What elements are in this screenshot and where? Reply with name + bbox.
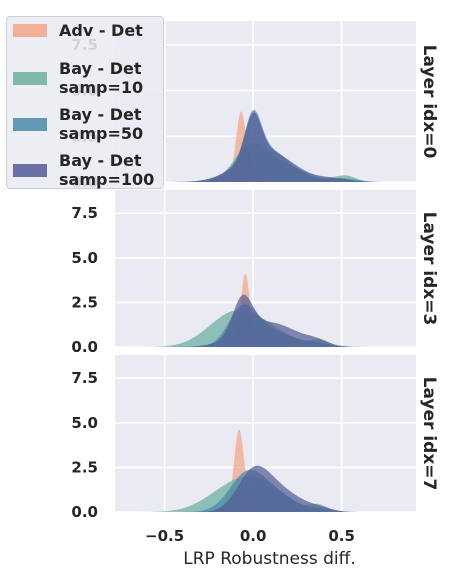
density-area-bay-det-samp-100 [115, 294, 416, 347]
x-tick-label: −0.5 [145, 527, 184, 545]
legend-label: Bay - Det samp=100 [59, 151, 155, 189]
panel-1: 0.0 2.5 5.0 7.5 Layer idx=3 [71, 190, 439, 356]
legend-swatch [13, 71, 47, 85]
y-tick-label: 7.5 [71, 204, 98, 222]
panel-row-label: Layer idx=7 [419, 377, 439, 491]
x-tick-label: 0.5 [328, 527, 355, 545]
x-tick-label: 0.0 [240, 527, 267, 545]
x-axis-label: LRP Robustness diff. [183, 549, 355, 569]
legend-label: Adv - Det [59, 21, 143, 40]
legend-swatch [13, 117, 47, 131]
panel-row-label: Layer idx=0 [419, 45, 439, 159]
y-tick-label: 5.0 [71, 414, 98, 432]
y-tick-label: 5.0 [71, 249, 98, 267]
legend-label: Bay - Det samp=50 [59, 105, 144, 143]
legend-item: Adv - Det [13, 21, 143, 40]
legend-item: Bay - Det samp=100 [13, 151, 154, 189]
y-tick-label: 0.0 [71, 503, 98, 521]
y-tick-label: 0.0 [71, 338, 98, 356]
legend-swatch [13, 24, 47, 37]
legend-item: Bay - Det samp=50 [13, 105, 143, 143]
y-tick-label: 7.5 [71, 369, 98, 387]
density-area-bay-det-samp-100 [115, 112, 416, 182]
legend-swatch [13, 163, 47, 177]
density-area-bay-det-samp-100 [115, 465, 416, 512]
y-tick-label: 2.5 [71, 458, 98, 476]
panel-row-label: Layer idx=3 [419, 212, 439, 326]
panel-2: 0.0 2.5 5.0 7.5 Layer idx=7 [71, 355, 439, 521]
y-tick-label: 2.5 [71, 293, 98, 311]
chart-legend: Adv - Det Bay - Det samp=10 Bay - Det samp… [6, 16, 164, 189]
legend-label: Bay - Det samp=10 [59, 59, 144, 97]
legend-item: Bay - Det samp=10 [13, 59, 143, 97]
